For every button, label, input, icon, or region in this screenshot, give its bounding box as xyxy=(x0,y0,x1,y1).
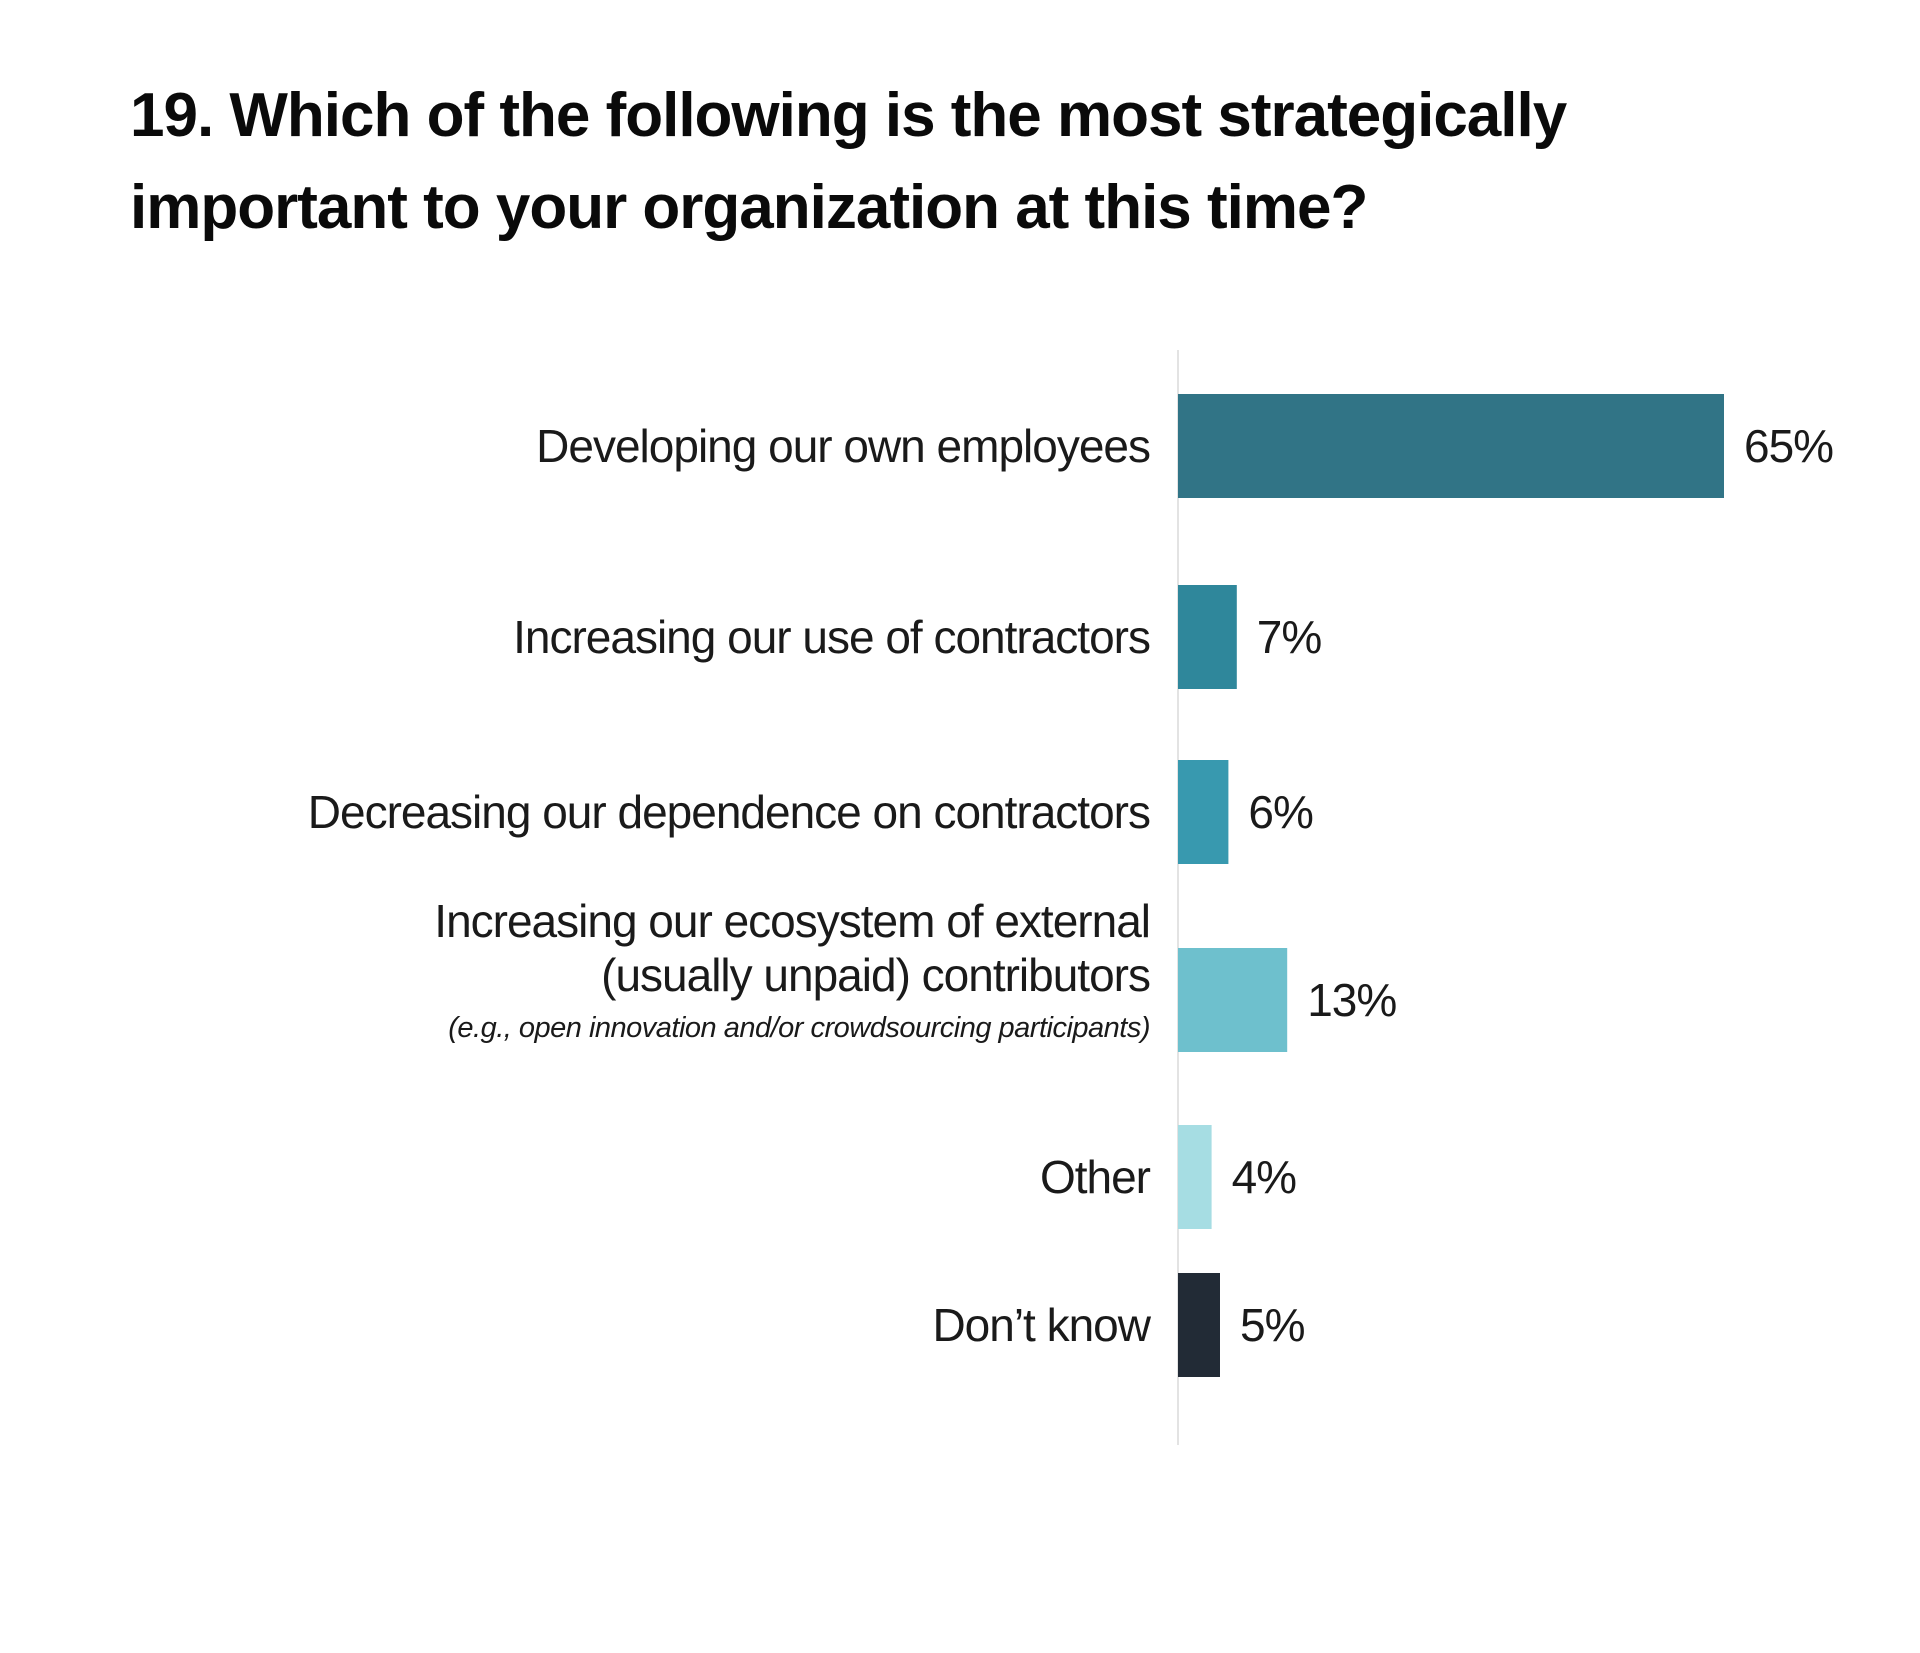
page-title: 19. Which of the following is the most s… xyxy=(130,70,1830,254)
value-label-1: 7% xyxy=(1257,611,1322,663)
category-label-line: (usually unpaid) contributors xyxy=(601,949,1150,1001)
category-label-line: Developing our own employees xyxy=(536,420,1150,472)
category-note-3: (e.g., open innovation and/or crowdsourc… xyxy=(448,1012,1150,1044)
value-label-5: 5% xyxy=(1240,1299,1305,1351)
category-label-line: Don’t know xyxy=(932,1299,1151,1351)
bar-0 xyxy=(1178,394,1724,498)
value-label-4: 4% xyxy=(1232,1151,1297,1203)
bar-4 xyxy=(1178,1125,1212,1229)
bars-group: 65% Developing our own employees 7% Increas… xyxy=(308,394,1834,1377)
value-label-3: 13% xyxy=(1307,974,1396,1026)
category-label-5: Don’t know xyxy=(932,1299,1151,1351)
page-title-line-1: 19. Which of the following is the most s… xyxy=(130,81,1567,150)
bar-3 xyxy=(1178,948,1288,1052)
category-label-line: Decreasing our dependence on contractors xyxy=(308,786,1150,838)
category-label-4: Other xyxy=(1040,1151,1151,1203)
category-label-2: Decreasing our dependence on contractors xyxy=(308,786,1150,838)
category-label-3: Increasing our ecosystem of external (usu… xyxy=(434,895,1150,1001)
bar-1 xyxy=(1178,585,1237,689)
value-label-0: 65% xyxy=(1744,420,1833,472)
page-title-line-2: important to your organization at this t… xyxy=(130,173,1368,242)
category-label-line: Increasing our ecosystem of external xyxy=(434,895,1150,947)
category-label-line: Other xyxy=(1040,1151,1151,1203)
bar-2 xyxy=(1178,760,1229,864)
value-label-2: 6% xyxy=(1248,786,1313,838)
category-label-0: Developing our own employees xyxy=(536,420,1150,472)
category-label-1: Increasing our use of contractors xyxy=(513,611,1150,663)
category-label-line: Increasing our use of contractors xyxy=(513,611,1150,663)
bar-5 xyxy=(1178,1273,1220,1377)
